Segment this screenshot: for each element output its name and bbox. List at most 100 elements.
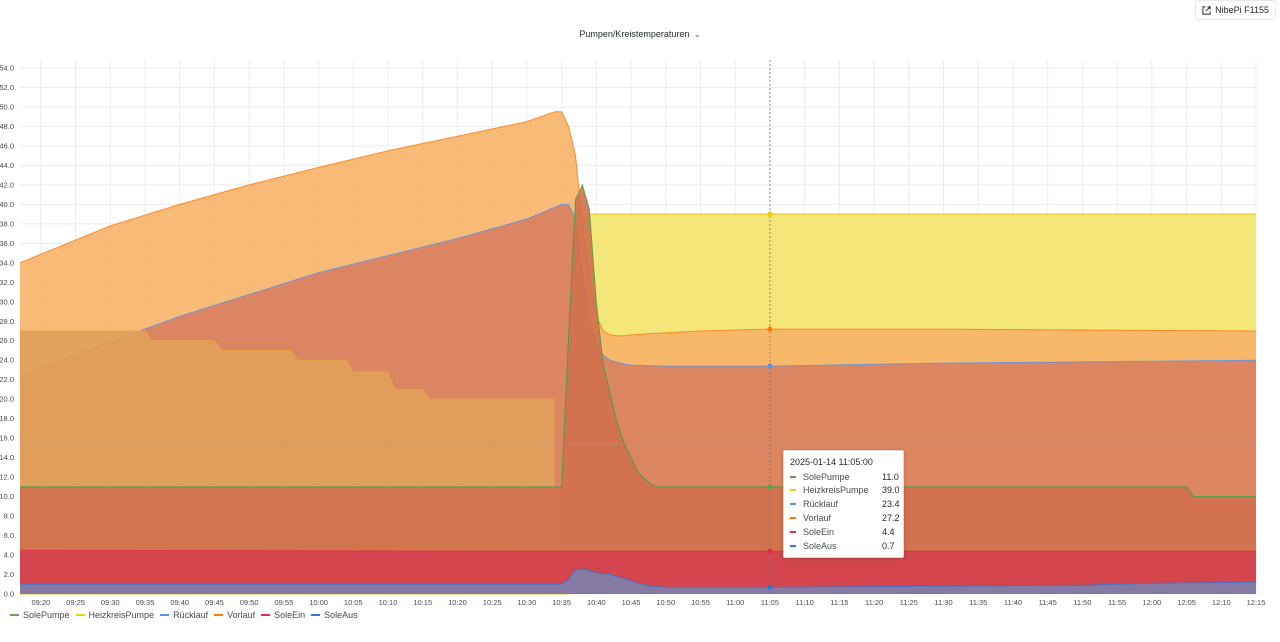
link-label: NibePi F1155 — [1215, 5, 1269, 15]
tooltip-swatch — [790, 489, 796, 492]
legend: SolePumpe HeizkreisPumpe Rücklauf Vorlauf So… — [10, 610, 358, 620]
y-tick-label: 14.0 — [0, 453, 14, 462]
chevron-down-icon: ⌄ — [693, 30, 701, 39]
y-tick-label: 52.0 — [0, 83, 14, 92]
y-tick-label: 38.0 — [0, 219, 14, 228]
x-tick-label: 10:20 — [448, 598, 467, 607]
x-tick-label: 11:00 — [726, 598, 744, 607]
y-tick-label: 2.0 — [4, 570, 14, 579]
tooltip-row: SoleEin 4.4 — [790, 525, 900, 538]
legend-label: HeizkreisPumpe — [88, 610, 155, 620]
legend-label: SoleEin — [274, 610, 306, 620]
x-tick-label: 11:30 — [934, 598, 952, 607]
y-tick-label: 54.0 — [0, 64, 14, 73]
x-tick-label: 12:00 — [1142, 598, 1161, 607]
area-SoleEin — [20, 550, 1256, 594]
legend-item[interactable]: SolePumpe — [10, 610, 70, 620]
line-SolePumpe — [20, 183, 1256, 498]
tooltip-row: SoleAus 0.7 — [790, 539, 900, 552]
tooltip-value: 39.0 — [882, 485, 900, 496]
y-tick-label: 16.0 — [0, 434, 14, 443]
tooltip-swatch — [790, 530, 796, 533]
x-tick-label: 09:40 — [170, 598, 189, 607]
cursor-point — [767, 484, 773, 490]
cursor-point — [767, 584, 773, 590]
y-tick-label: 48.0 — [0, 122, 14, 131]
y-tick-label: 24.0 — [0, 356, 14, 365]
x-tick-label: 10:55 — [691, 598, 710, 607]
x-tick-label: 09:20 — [31, 598, 50, 607]
y-tick-label: 30.0 — [0, 297, 14, 306]
x-tick-label: 09:55 — [274, 598, 293, 607]
x-tick-label: 10:50 — [656, 598, 675, 607]
y-tick-label: 12.0 — [0, 473, 14, 482]
y-tick-label: 50.0 — [0, 102, 14, 111]
x-tick-label: 09:50 — [240, 598, 259, 607]
legend-item[interactable]: SoleAus — [311, 610, 358, 620]
x-tick-label: 11:10 — [796, 598, 814, 607]
legend-swatch — [311, 614, 321, 616]
x-tick-label: 12:05 — [1177, 598, 1196, 607]
line-SoleEin — [19, 549, 1256, 552]
x-tick-label: 11:05 — [761, 598, 779, 607]
tooltip-series-name: HeizkreisPumpe — [803, 485, 869, 496]
y-tick-label: 34.0 — [0, 258, 14, 267]
tooltip-swatch — [790, 475, 796, 478]
panel-title[interactable]: Pumpen/Kreistemperaturen ⌄ — [0, 29, 1280, 39]
legend-item[interactable]: Vorlauf — [214, 610, 255, 620]
x-tick-label: 09:45 — [205, 598, 224, 607]
legend-label: SolePumpe — [23, 610, 70, 620]
legend-item[interactable]: SoleEin — [261, 610, 305, 620]
y-tick-label: 32.0 — [0, 278, 14, 287]
x-tick-label: 10:45 — [622, 598, 641, 607]
x-tick-label: 10:00 — [309, 598, 328, 607]
series-areas — [19, 111, 1257, 595]
y-tick-label: 4.0 — [4, 551, 14, 560]
external-link-button[interactable]: NibePi F1155 — [1195, 0, 1276, 20]
tooltip-row: HeizkreisPumpe 39.0 — [790, 484, 900, 497]
x-tick-label: 10:40 — [587, 598, 606, 607]
y-tick-label: 44.0 — [0, 161, 14, 170]
x-tick-label: 10:30 — [518, 598, 537, 607]
cursor-point — [767, 211, 773, 217]
tooltip-row: SolePumpe 11.0 — [790, 470, 900, 483]
cursor-point — [767, 548, 773, 554]
tooltip-time: 2025-01-14 11:05:00 — [790, 457, 873, 467]
tooltip-swatch — [790, 503, 796, 506]
legend-item[interactable]: HeizkreisPumpe — [75, 610, 155, 620]
tooltip-series-name: SolePumpe — [803, 471, 850, 482]
tooltip-value: 11.0 — [882, 471, 899, 482]
cursor-point — [767, 363, 773, 369]
y-tick-label: 10.0 — [0, 492, 14, 501]
y-tick-label: 28.0 — [0, 317, 14, 326]
tooltip-series-name: SoleEin — [803, 526, 835, 537]
tooltip-row: Rücklauf 23.4 — [790, 498, 900, 511]
x-tick-label: 12:15 — [1247, 598, 1266, 607]
y-tick-label: 42.0 — [0, 180, 14, 189]
x-tick-label: 11:40 — [1004, 598, 1022, 607]
y-tick-label: 0.0 — [4, 590, 14, 599]
x-tick-label: 09:25 — [66, 598, 85, 607]
tooltip-series-name: Rücklauf — [803, 499, 839, 510]
tooltip-swatch — [790, 544, 796, 547]
x-tick-label: 09:35 — [136, 598, 155, 607]
area-SolePumpe — [20, 184, 1256, 594]
x-tick-label: 11:20 — [865, 598, 883, 607]
tooltip-value: 4.4 — [882, 526, 895, 537]
tooltip-row: Vorlauf 27.2 — [790, 511, 900, 524]
legend-item[interactable]: Rücklauf — [160, 610, 208, 620]
legend-swatch — [214, 614, 224, 616]
x-tick-label: 10:35 — [552, 598, 571, 607]
legend-swatch — [160, 614, 170, 616]
x-tick-label: 10:05 — [344, 598, 363, 607]
x-tick-label: 11:15 — [830, 598, 848, 607]
legend-label: SoleAus — [324, 610, 358, 620]
y-tick-label: 36.0 — [0, 239, 14, 248]
y-tick-label: 8.0 — [4, 512, 14, 521]
area-SoleAus — [20, 568, 1256, 594]
y-tick-label: 46.0 — [0, 141, 14, 150]
y-tick-label: 22.0 — [0, 375, 14, 384]
y-tick-label: 6.0 — [4, 531, 14, 540]
legend-label: Vorlauf — [227, 610, 256, 620]
